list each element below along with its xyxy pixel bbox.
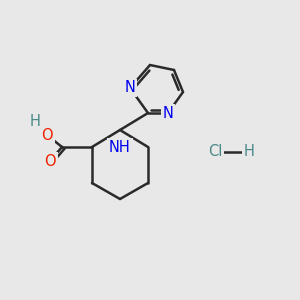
Text: O: O xyxy=(41,128,53,142)
Text: O: O xyxy=(44,154,56,169)
Text: N: N xyxy=(163,106,173,121)
Text: N: N xyxy=(124,80,135,95)
Text: H: H xyxy=(30,115,40,130)
Text: Cl: Cl xyxy=(208,145,222,160)
Text: H: H xyxy=(244,145,254,160)
Text: NH: NH xyxy=(109,140,131,154)
